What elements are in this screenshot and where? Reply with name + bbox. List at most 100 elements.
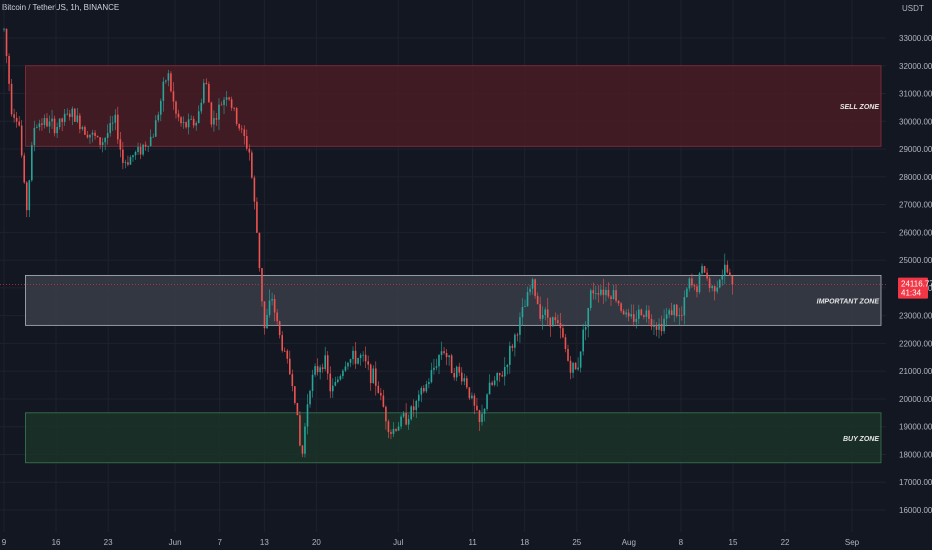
candle-body [423,387,425,392]
candle-body [653,326,655,327]
candle-body [549,317,552,327]
candle-body [96,135,99,138]
x-tick-label: 20 [312,538,321,547]
candle-body [238,123,241,129]
candle-body [516,334,519,336]
candle-body [658,323,660,330]
candle-body [326,355,329,374]
candle-body [445,353,448,358]
candle-body [509,345,511,365]
candle-body [137,146,139,153]
candle-body [122,149,124,163]
candle-body [20,125,23,156]
candle-body [220,104,223,106]
candle-body [266,314,268,329]
candle-body [170,73,172,92]
candle-body [273,299,276,313]
candle-body [435,366,438,368]
candle-body [81,127,84,130]
candle-body [610,296,612,299]
candle-body [557,320,559,324]
candle-body [233,107,235,109]
candle-body [632,314,635,322]
candle-body [114,114,117,123]
candle-body [309,390,311,405]
candle-body [582,329,584,352]
candle-body [486,394,488,409]
candle-body [33,127,36,146]
candle-body [167,73,170,81]
candle-body [369,364,372,384]
candle-body [23,155,26,183]
candle-body [660,323,663,332]
candle-body [466,378,468,388]
candle-body [149,136,152,146]
candle-body [215,118,218,120]
y-tick-label: 16000.00 [899,506,932,515]
candle-body [483,408,486,414]
candle-body [693,285,696,287]
candle-body [15,117,18,122]
candle-body [713,286,716,292]
candle-body [420,387,423,395]
y-tick-label: 33000.00 [899,34,932,43]
candle-body [5,28,8,57]
candle-body [554,317,557,321]
candle-body [192,118,195,126]
candle-body [8,56,10,84]
candle-body [595,293,597,294]
zone-label: BUY ZONE [843,436,879,443]
candle-body [380,392,382,396]
candle-body [53,118,56,134]
candles-layer [3,27,734,458]
candle-body [592,290,595,294]
candle-body [577,367,579,370]
candle-body [640,309,643,316]
candle-body [106,133,109,138]
candle-body [306,404,309,427]
candle-body [86,134,89,138]
x-axis[interactable]: 9 16 23 Jun 7 13 20 Jul 11 18 25 Aug 8 15 22 Sep [2,538,860,547]
candle-body [263,301,266,329]
candle-body [225,97,228,100]
y-axis[interactable]: USDT 16000.00 17000.00 18000.00 19000.00 2000… [899,4,932,515]
candle-body [488,382,491,395]
candle-body [567,348,569,361]
candle-body [648,310,650,319]
x-tick-label: 7 [217,538,222,547]
candle-body [501,375,504,377]
candle-body [534,279,536,296]
candle-body [197,111,200,124]
candle-body [218,104,220,120]
candle-body [354,350,357,364]
candle-body [675,304,678,317]
candle-body [564,337,567,349]
y-tick-label: 18000.00 [899,450,932,459]
candle-body [124,162,127,164]
candle-body [31,145,33,181]
candle-body [686,288,688,298]
candle-body [524,306,526,308]
candle-body [544,309,547,315]
candle-body [28,180,31,211]
candle-body [698,273,701,293]
candle-body [349,359,352,363]
candle-body [129,157,132,165]
candle-body [377,385,380,393]
zone-sell-zone [25,65,882,147]
candle-body [703,266,706,273]
candle-body [402,413,405,417]
candle-body [491,382,493,385]
candle-body [195,123,198,126]
candle-body [311,374,314,391]
y-tick-label: 25000.00 [899,256,932,265]
y-tick-label: 31000.00 [899,90,932,99]
candle-body [296,402,299,416]
candle-body [230,99,233,108]
candle-body [541,314,544,319]
x-tick-label: 16 [52,538,61,547]
candle-body [638,309,640,319]
x-tick-label: Jul [393,538,403,547]
candle-body [99,137,101,145]
